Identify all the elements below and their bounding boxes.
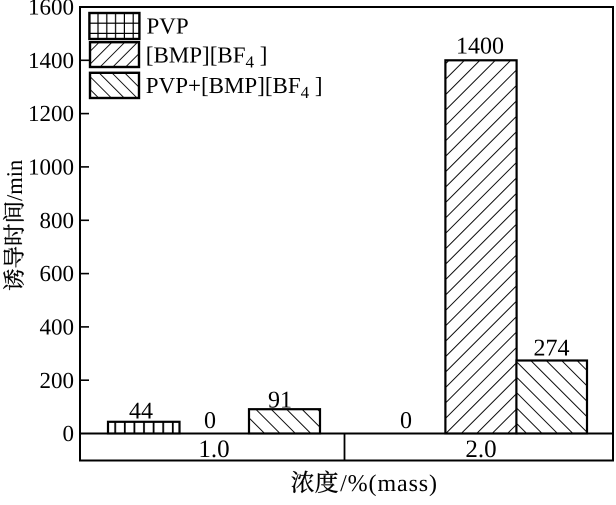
svg-text:1.0: 1.0 — [198, 436, 229, 463]
svg-text:44: 44 — [129, 399, 153, 425]
svg-text:1400: 1400 — [456, 34, 504, 60]
svg-text:1400: 1400 — [28, 48, 74, 73]
svg-text:800: 800 — [40, 208, 75, 233]
svg-text:0: 0 — [204, 408, 216, 434]
svg-text:1600: 1600 — [28, 0, 74, 20]
svg-text:PVP+[BMP][BF4 ]: PVP+[BMP][BF4 ] — [146, 73, 323, 102]
svg-text:91: 91 — [268, 388, 292, 414]
svg-text:200: 200 — [40, 368, 75, 393]
svg-text:/min: /min — [2, 160, 27, 201]
svg-text:274: 274 — [534, 336, 570, 362]
svg-text:0: 0 — [400, 408, 412, 434]
svg-text:400: 400 — [40, 315, 75, 340]
svg-text:0: 0 — [63, 421, 75, 446]
svg-text:2.0: 2.0 — [465, 436, 496, 463]
svg-text:PVP: PVP — [147, 14, 189, 39]
svg-text:1200: 1200 — [28, 101, 74, 126]
svg-text:1000: 1000 — [28, 155, 74, 180]
svg-text:600: 600 — [40, 261, 75, 286]
svg-text:/%(mass): /%(mass) — [340, 471, 438, 497]
